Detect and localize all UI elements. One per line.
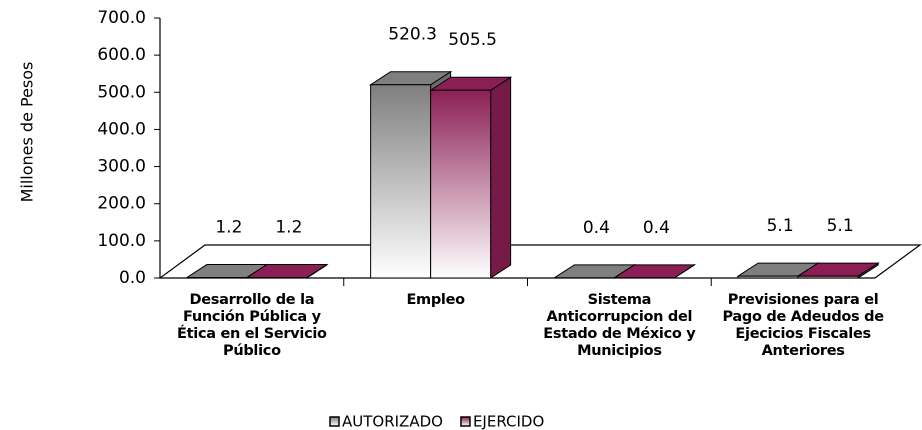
bar-side-shade (490, 77, 511, 278)
value-label: 520.3 (388, 25, 437, 45)
legend-swatch (329, 416, 340, 427)
x-tick-label: Sistema Anticorrupcion del Estado de Méx… (543, 292, 696, 359)
x-tick-label: Previsiones para el Pago de Adeudos de E… (722, 292, 884, 359)
legend-label: AUTORIZADO (342, 413, 443, 430)
y-tick-label: 400.0 (97, 119, 146, 139)
y-tick-label: 600.0 (97, 45, 146, 65)
y-tick-label: 500.0 (97, 82, 146, 102)
bar (797, 275, 859, 279)
value-label: 5.1 (827, 216, 854, 236)
y-tick-label: 200.0 (97, 194, 146, 214)
value-label: 0.4 (583, 218, 610, 238)
x-tick-label: Empleo (406, 292, 465, 308)
value-label: 1.2 (215, 218, 242, 238)
value-label: 1.2 (275, 218, 302, 238)
x-tick-label: Desarrollo de la Función Pública y Ética… (177, 292, 327, 359)
legend-swatch (460, 416, 471, 427)
y-tick-label: 0.0 (119, 268, 146, 288)
value-label: 0.4 (643, 218, 670, 238)
value-label: 5.1 (767, 216, 794, 236)
value-label: 505.5 (448, 30, 497, 50)
y-tick-label: 100.0 (97, 231, 146, 251)
legend-label: EJERCIDO (473, 413, 544, 430)
y-tick-label: 700.0 (97, 8, 146, 28)
bar (737, 275, 799, 279)
y-axis-title: Millones de Pesos (18, 62, 37, 203)
y-tick-label: 300.0 (97, 157, 146, 177)
bar (430, 89, 492, 279)
bar (370, 84, 432, 279)
